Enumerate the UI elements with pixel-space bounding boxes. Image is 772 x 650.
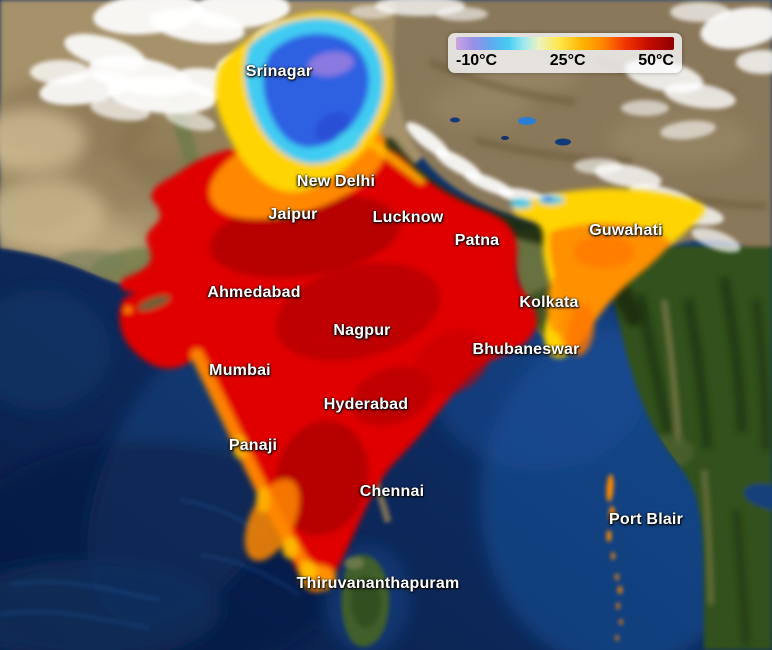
city-label-guwahati: Guwahati [589,222,663,239]
city-label-chennai: Chennai [359,483,425,500]
legend-labels: -10°C 25°C 50°C [456,51,674,71]
tibet-lakes [450,117,571,146]
northeast-warm-region [510,188,705,358]
city-label-thiruvananthapuram: Thiruvananthapuram [296,575,460,592]
city-label-nagpur: Nagpur [333,322,391,339]
city-label-lucknow: Lucknow [372,209,444,226]
city-label-hyderabad: Hyderabad [323,396,409,413]
kashmir-cold-region [209,11,425,220]
city-label-panaji: Panaji [228,437,278,454]
city-label-new-delhi: New Delhi [296,173,376,190]
temperature-colorbar [456,37,674,50]
legend-max-label: 50°C [638,52,674,69]
overlay-kathiawar [119,291,205,369]
city-label-mumbai: Mumbai [209,362,271,379]
city-label-port-blair: Port Blair [608,511,684,528]
gulf-notch [744,484,772,510]
city-label-patna: Patna [454,232,500,249]
andaman-islands-overlay [606,474,623,641]
temperature-overlay-india [119,11,705,593]
city-label-ahmedabad: Ahmedabad [207,284,301,301]
city-label-kolkata: Kolkata [519,294,579,311]
legend-mid-label: 25°C [549,52,586,69]
temperature-legend: -10°C 25°C 50°C [448,33,682,73]
city-label-bhubaneswar: Bhubaneswar [472,341,580,358]
city-label-srinagar: Srinagar [245,63,313,80]
legend-min-label: -10°C [456,52,498,69]
city-label-jaipur: Jaipur [268,206,318,223]
